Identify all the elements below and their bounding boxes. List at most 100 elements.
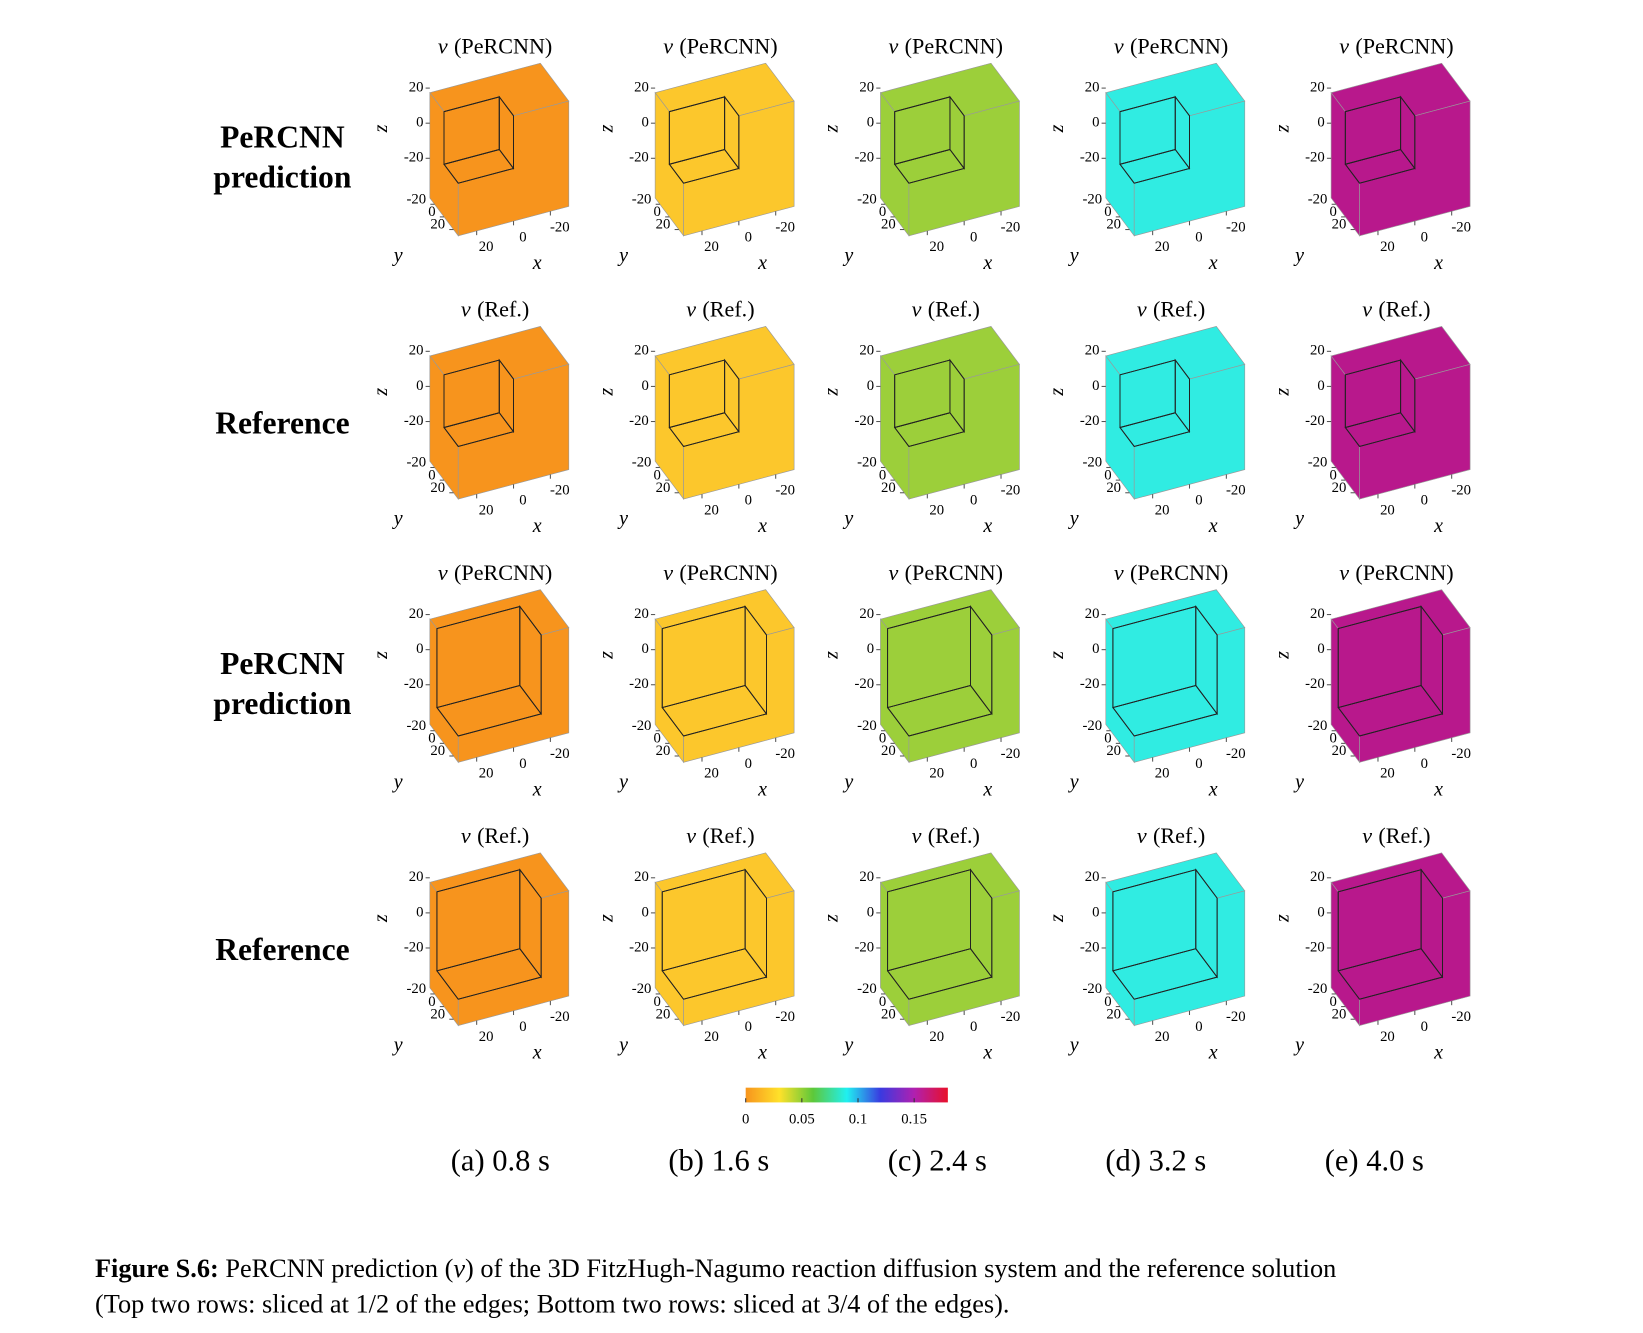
z-axis-label: z: [370, 124, 392, 133]
y-tick-label: -20: [632, 455, 652, 471]
cut-edge: [1195, 685, 1218, 715]
x-tick-label: 20: [929, 1029, 944, 1045]
z-tick-label: -20: [404, 676, 424, 692]
y-tick-label: 20: [881, 1006, 896, 1022]
x-tick-label: 20: [1380, 766, 1395, 782]
cut-edge: [949, 149, 965, 169]
cut-edge: [458, 976, 542, 1000]
panel-title: v (PeRCNN): [889, 560, 1003, 585]
z-axis-label: z: [1271, 124, 1293, 133]
cut-edge: [669, 96, 725, 113]
z-axis-label: z: [370, 914, 392, 923]
x-tick-label: 20: [704, 1029, 719, 1045]
x-axis-label: x: [1208, 515, 1218, 537]
x-tick-label: 20: [929, 239, 944, 255]
x-tick-label: -20: [550, 220, 570, 236]
z-axis-label: z: [821, 124, 843, 133]
z-axis-label: z: [1046, 388, 1068, 397]
row-label: PeRCNN: [220, 646, 345, 681]
x-axis-label: x: [1433, 515, 1443, 537]
cut-edge: [443, 412, 500, 428]
x-tick-label: -20: [1226, 483, 1246, 499]
cut-edge: [1134, 976, 1218, 1000]
cut-edge: [662, 869, 746, 893]
title-name: (PeRCNN): [679, 560, 777, 585]
title-name: (Ref.): [1153, 823, 1205, 848]
y-axis-label: y: [842, 771, 853, 793]
title-name: (Ref.): [477, 823, 529, 848]
panel-title: v (PeRCNN): [1114, 34, 1228, 59]
title-var: v: [1114, 34, 1124, 59]
y-tick-label: -20: [1308, 455, 1328, 471]
y-tick-label: -20: [1082, 718, 1102, 734]
cut-edge: [887, 970, 910, 1000]
x-tick-label: 0: [970, 493, 977, 509]
y-tick-label: 0: [879, 994, 886, 1010]
panel-title: v (Ref.): [1362, 297, 1430, 322]
x-tick-label: 20: [704, 766, 719, 782]
cut-edge: [1119, 96, 1176, 113]
y-axis-label: y: [1293, 245, 1304, 267]
x-tick-label: 0: [1421, 493, 1428, 509]
z-tick-label: 20: [634, 606, 649, 622]
cut-edge: [662, 684, 746, 709]
panel-title: v (PeRCNN): [1114, 560, 1228, 585]
cut-edge: [970, 606, 993, 636]
cut-edge: [668, 427, 684, 447]
y-tick-label: 0: [428, 994, 435, 1010]
cut-edge: [1420, 685, 1443, 715]
cut-edge: [1338, 869, 1422, 893]
cut-edge: [949, 412, 965, 432]
y-tick-label: 0: [879, 467, 886, 483]
cut-edge: [1359, 431, 1415, 447]
z-axis-label: z: [595, 651, 617, 660]
cut-edge: [443, 96, 500, 113]
y-axis-label: y: [1068, 1034, 1079, 1056]
cut-edge: [894, 359, 951, 376]
cut-edge: [443, 427, 459, 447]
x-tick-label: 20: [479, 239, 494, 255]
title-name: (PeRCNN): [905, 560, 1003, 585]
cut-edge: [1400, 359, 1416, 380]
x-axis-label: x: [532, 252, 542, 274]
y-axis-label: y: [392, 245, 403, 267]
colorbar-tick-label: 0: [742, 1112, 749, 1128]
cut-edge: [1119, 149, 1176, 165]
panel-title: v (PeRCNN): [1339, 560, 1453, 585]
x-axis-label: x: [1208, 1042, 1218, 1064]
cut-edge: [724, 412, 740, 432]
panel-title: v (PeRCNN): [663, 560, 777, 585]
column-label: (e) 4.0 s: [1325, 1143, 1424, 1177]
cut-edge: [949, 359, 965, 380]
x-tick-label: 0: [745, 229, 752, 245]
z-tick-label: 0: [1317, 115, 1324, 131]
z-axis-label: z: [1046, 914, 1068, 923]
x-axis-label: x: [1433, 252, 1443, 274]
title-name: (PeRCNN): [1130, 560, 1228, 585]
y-axis-label: y: [392, 1034, 403, 1056]
panel-title: v (Ref.): [686, 297, 754, 322]
cut-edge: [1400, 149, 1416, 169]
cut-edge: [1112, 707, 1135, 737]
cut-edge: [894, 96, 951, 113]
x-tick-label: -20: [550, 1009, 570, 1025]
z-tick-label: -20: [404, 939, 424, 955]
cut-edge: [1338, 684, 1422, 709]
cut-edge: [894, 427, 910, 447]
title-name: (Ref.): [477, 297, 529, 322]
cut-edge: [887, 684, 971, 709]
title-var: v: [1137, 297, 1147, 322]
x-tick-label: 20: [1380, 1029, 1395, 1045]
cut-edge: [1112, 948, 1196, 972]
title-var: v: [1114, 560, 1124, 585]
z-tick-label: -20: [404, 150, 424, 166]
z-tick-label: 0: [1317, 378, 1324, 394]
cut-edge: [1359, 713, 1443, 737]
title-var: v: [889, 34, 899, 59]
title-var: v: [1137, 823, 1147, 848]
x-tick-label: -20: [775, 220, 795, 236]
cut-edge: [970, 685, 993, 715]
z-tick-label: 0: [867, 904, 874, 920]
title-var: v: [461, 823, 471, 848]
y-tick-label: -20: [632, 981, 652, 997]
